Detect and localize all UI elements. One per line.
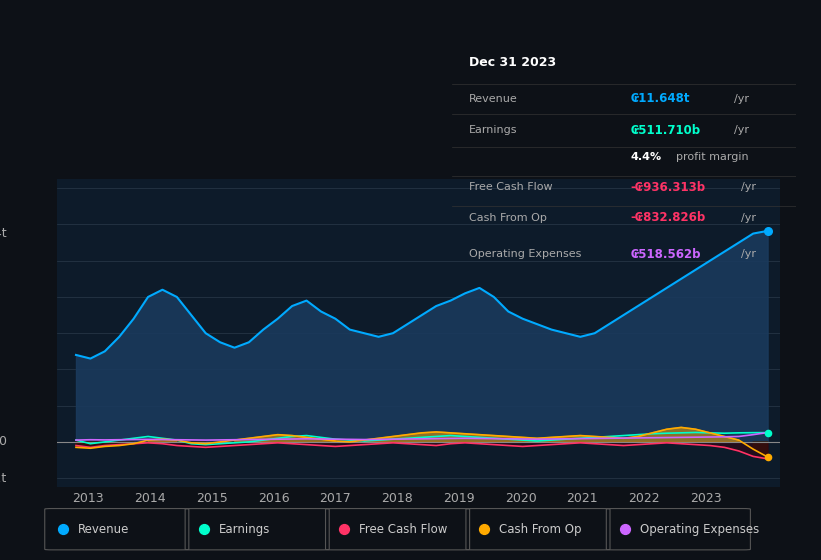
Text: /yr: /yr <box>734 125 750 136</box>
Text: Cash From Op: Cash From Op <box>469 213 547 222</box>
Text: Earnings: Earnings <box>469 125 517 136</box>
Text: /yr: /yr <box>741 182 756 192</box>
Text: Revenue: Revenue <box>78 522 130 536</box>
Point <box>618 525 631 534</box>
Text: Revenue: Revenue <box>469 94 517 104</box>
Text: /yr: /yr <box>741 213 756 222</box>
Text: /yr: /yr <box>734 94 750 104</box>
Text: Dec 31 2023: Dec 31 2023 <box>469 56 556 69</box>
Point <box>57 525 70 534</box>
Text: Free Cash Flow: Free Cash Flow <box>469 182 553 192</box>
Text: ₢11.648t: ₢11.648t <box>631 92 690 105</box>
Point <box>478 525 491 534</box>
Text: 4.4%: 4.4% <box>631 152 662 162</box>
Point <box>761 226 774 235</box>
Point <box>761 452 774 461</box>
Text: ₢511.710b: ₢511.710b <box>631 124 701 137</box>
Text: Free Cash Flow: Free Cash Flow <box>359 522 447 536</box>
Point <box>337 525 351 534</box>
Text: ₢0: ₢0 <box>0 436 7 449</box>
Text: ₢518.562b: ₢518.562b <box>631 248 701 261</box>
Text: Operating Expenses: Operating Expenses <box>640 522 759 536</box>
Text: Earnings: Earnings <box>218 522 270 536</box>
Text: profit margin: profit margin <box>676 152 748 162</box>
Point <box>761 428 774 437</box>
Text: /yr: /yr <box>741 249 756 259</box>
Text: Operating Expenses: Operating Expenses <box>469 249 581 259</box>
Text: -₢832.826b: -₢832.826b <box>631 211 706 224</box>
Text: -₢936.313b: -₢936.313b <box>631 181 706 194</box>
Point <box>197 525 210 534</box>
Text: Cash From Op: Cash From Op <box>499 522 581 536</box>
Text: ₢14t: ₢14t <box>0 227 7 240</box>
Text: -₢2t: -₢2t <box>0 472 7 484</box>
